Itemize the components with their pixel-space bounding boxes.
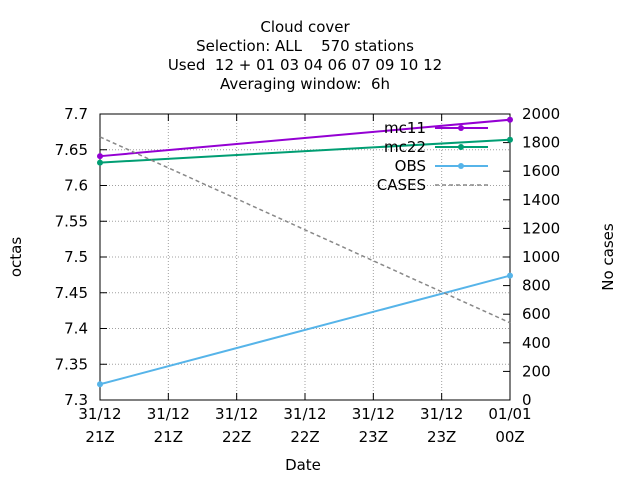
x-tick-label-hour: 23Z — [427, 428, 456, 446]
y-axis-left: 7.3 7.35 7.4 7.45 7.5 7.55 7.6 7.65 7.7 — [55, 105, 107, 409]
y2-axis-label: No cases — [599, 223, 617, 291]
y-tick-label: 7.55 — [55, 212, 88, 230]
series-point-mc22 — [97, 159, 103, 166]
y2-tick-label: 1200 — [522, 219, 560, 237]
title-line-3: Used 12 + 01 03 04 06 07 09 10 12 — [168, 56, 442, 74]
y2-tick-label: 800 — [522, 277, 551, 295]
y2-tick-label: 1000 — [522, 248, 560, 266]
legend-label-obs: OBS — [395, 157, 426, 175]
y2-tick-label: 1600 — [522, 162, 560, 180]
y-axis-right: 0 200 400 600 800 1000 1200 1400 1600 1800 2000 — [503, 105, 560, 409]
title-line-1: Cloud cover — [260, 18, 350, 36]
y-tick-label: 7.7 — [64, 105, 88, 123]
x-axis-label: Date — [285, 456, 321, 474]
x-tick-label-hour: 22Z — [222, 428, 251, 446]
x-tick-label-hour: 21Z — [85, 428, 114, 446]
y-tick-label: 7.35 — [55, 355, 88, 373]
legend-marker-mc22 — [458, 144, 464, 150]
series-line-mc22 — [99, 138, 511, 164]
y-tick-label: 7.45 — [55, 284, 88, 302]
series-point-obs — [97, 381, 103, 388]
y-axis-label: octas — [7, 237, 25, 277]
grid — [100, 114, 510, 400]
y-tick-label: 7.65 — [55, 141, 88, 159]
x-tick-label-date: 31/12 — [352, 405, 395, 423]
legend-marker-obs — [458, 163, 464, 169]
y2-tick-label: 400 — [522, 334, 551, 352]
y2-tick-label: 1400 — [522, 191, 560, 209]
y-tick-label: 7.3 — [64, 391, 88, 409]
series-layer — [97, 116, 513, 388]
y2-tick-label: 200 — [522, 362, 551, 380]
x-tick-label-hour: 21Z — [154, 428, 183, 446]
legend-marker-mc11 — [458, 125, 464, 131]
legend-label-mc11: mc11 — [384, 119, 426, 137]
title-line-2: Selection: ALL 570 stations — [196, 37, 414, 55]
legend-label-mc22: mc22 — [384, 138, 426, 156]
series-line-cases — [99, 136, 511, 324]
y-tick-label: 7.4 — [64, 320, 88, 338]
series-point-obs — [507, 272, 513, 279]
x-tick-label-date: 01/01 — [488, 405, 531, 423]
series-point-mc11 — [97, 153, 103, 160]
x-tick-label-date: 31/12 — [78, 405, 121, 423]
x-tick-label-hour: 00Z — [495, 428, 524, 446]
series-point-mc22 — [507, 136, 513, 143]
x-axis: 31/12 21Z 31/12 21Z 31/12 22Z 31/12 22Z 31/12 23Z… — [78, 114, 532, 446]
x-tick-label-hour: 22Z — [290, 428, 319, 446]
legend-label-cases: CASES — [377, 176, 426, 194]
x-tick-label-hour: 23Z — [359, 428, 388, 446]
x-tick-label-date: 31/12 — [215, 405, 258, 423]
chart-title: Cloud cover Selection: ALL 570 stations … — [168, 18, 442, 93]
y2-tick-label: 0 — [522, 391, 532, 409]
y2-tick-label: 2000 — [522, 105, 560, 123]
y2-tick-label: 1800 — [522, 134, 560, 152]
title-line-4: Averaging window: 6h — [220, 75, 390, 93]
y-tick-label: 7.6 — [64, 177, 88, 195]
x-tick-label-date: 31/12 — [420, 405, 463, 423]
series-line-mc11 — [99, 118, 511, 158]
x-tick-label-date: 31/12 — [147, 405, 190, 423]
y-tick-label: 7.5 — [64, 248, 88, 266]
x-tick-label-date: 31/12 — [283, 405, 326, 423]
y2-tick-label: 600 — [522, 305, 551, 323]
series-line-obs — [99, 274, 511, 386]
series-point-mc11 — [507, 116, 513, 123]
